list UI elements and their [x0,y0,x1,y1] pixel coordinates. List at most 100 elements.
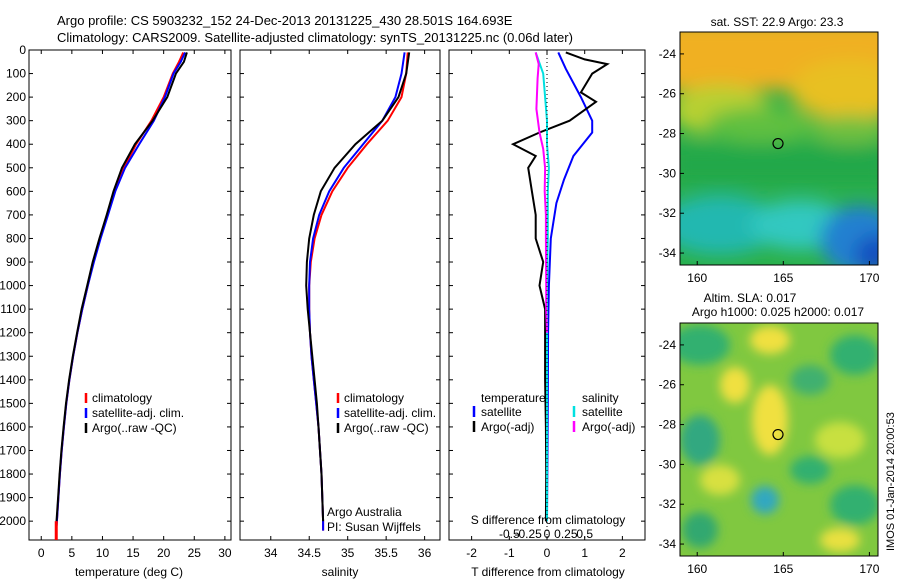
x-tick-label: 36 [418,546,432,560]
legend-title-salinity: salinity [582,391,619,405]
sst-map-field-blobs [680,32,878,265]
y-tick-label: 1200 [0,326,26,340]
sla-map-axis-group: 160 165 170 -24 -26 -28 -30 -32 -34 [659,338,880,576]
x-tick-label: -2 [466,546,477,560]
map-x-tick-label: 165 [773,271,793,285]
sla-blob-j [751,486,779,514]
sla-blob-e [790,365,830,395]
sst-region-south-west [680,195,780,255]
temperature-series-group [54,51,188,540]
map-y-tick-label: -26 [659,87,677,101]
map-y-tick-label: -30 [659,457,677,471]
sla-map-panel: Altim. SLA: 0.017 Argo h1000: 0.025 h200… [659,291,880,576]
y-tick-label: 1000 [0,279,26,293]
s-tick-label: 0.5 [576,527,593,541]
y-tick-label: 400 [6,137,26,151]
salinity-panel-frame [239,49,441,541]
map-x-tick-label: 160 [687,271,707,285]
x-tick-label: 2 [619,546,626,560]
salinity-legend: climatology satellite-adj. clim. Argo(..… [336,391,436,435]
x-tick-label: 5 [69,546,76,560]
sla-blob-l [830,485,878,525]
y-tick-label: 2000 [0,514,26,528]
temperature-x-label: temperature (deg C) [75,565,183,579]
series-line-4 [534,52,548,333]
temperature-legend: climatology satellite-adj. clim. Argo(..… [84,391,184,435]
y-tick-label: 1300 [0,349,26,363]
series-line-3 [305,52,411,522]
legend-label-sal-argo: Argo(-adj) [582,420,635,434]
map-y-tick-label: -32 [659,206,677,220]
legend-label-climatology: climatology [344,391,404,405]
legend-label-argo: Argo(..raw -QC) [92,421,177,435]
y-tick-label: 1800 [0,467,26,481]
y-tick-label: 1600 [0,420,26,434]
sst-map-field [680,32,878,265]
y-tick-label: 1900 [0,491,26,505]
y-tick-label: 800 [6,231,26,245]
legend-label-climatology: climatology [92,391,152,405]
sla-map-frame [679,322,879,557]
x-tick-label: 30 [218,546,232,560]
series-line-3 [55,52,188,522]
s-tick-label: -0.5 [499,527,520,541]
difference-panel: -2 -1 0 1 2 -0.5-0.25 0 0.250.5 S difference fr… [448,49,646,579]
sla-blob-c [830,335,878,375]
series-line-1 [546,51,594,522]
sst-map-frame [679,31,879,266]
sla-blob-b [750,326,790,354]
map-x-tick-label: 170 [859,271,879,285]
sla-map-title: Altim. SLA: 0.017 [704,291,797,305]
y-tick-label: 900 [6,255,26,269]
legend-title-temperature: temperature [481,391,546,405]
sst-region-mid [680,145,878,185]
sla-blob-g [680,415,720,465]
x-tick-label: 1 [581,546,588,560]
sla-map-field-blobs [680,325,878,552]
map-y-tick-label: -34 [659,537,677,551]
sla-blob-k [700,465,740,495]
temperature-panel: 0 5 10 15 20 25 300100200300400500600700800900… [0,43,232,579]
salinity-axis-group: 34 34.5 35 35.5 36 [240,49,440,560]
x-tick-label: 10 [96,546,110,560]
x-tick-label: 0 [544,546,551,560]
map-y-tick-label: -28 [659,127,677,141]
legend-label-satellite: satellite-adj. clim. [92,406,184,420]
temperature-axis-group: 0 5 10 15 20 25 300100200300400500600700800900… [0,43,232,560]
y-tick-label: 700 [6,208,26,222]
x-tick-label: -1 [504,546,515,560]
x-tick-label: 35 [341,546,355,560]
map-y-tick-label: -30 [659,166,677,180]
map-y-tick-label: -24 [659,338,677,352]
salinity-annotation-pi: PI: Susan Wijffels [327,520,421,534]
salinity-x-label: salinity [322,565,359,579]
map-y-tick-label: -26 [659,378,677,392]
map-x-tick-label: 160 [687,562,707,576]
s-tick-label: 0.25 [554,527,578,541]
sla-blob-m [820,528,860,552]
sla-blob-d [720,367,750,403]
map-y-tick-label: -34 [659,246,677,260]
sla-blob-h [815,422,865,458]
map-x-tick-label: 170 [859,562,879,576]
figure-title-line1: Argo profile: CS 5903232_152 24-Dec-2013… [57,13,513,28]
sla-blob-f [752,385,788,455]
sla-map-subtitle: Argo h1000: 0.025 h2000: 0.017 [692,305,864,319]
difference-x-label: T difference from climatology [471,565,625,579]
map-y-tick-label: -32 [659,497,677,511]
map-y-tick-label: -28 [659,418,677,432]
s-tick-label: -0.25 [514,527,542,541]
x-tick-label: 15 [126,546,140,560]
sla-map-field [680,323,878,556]
salinity-panel: 34 34.5 35 35.5 36 salinity climatology sate… [239,49,441,579]
y-tick-label: 1100 [0,302,26,316]
x-tick-label: 20 [157,546,171,560]
y-tick-label: 1700 [0,443,26,457]
legend-label-argo: Argo(..raw -QC) [344,421,429,435]
side-timestamp-label: IMOS 01-Jan-2014 20:00:53 [885,412,897,551]
map-y-tick-label: -24 [659,47,677,61]
difference-series-group [510,50,610,540]
s-tick-label: 0 [544,527,551,541]
